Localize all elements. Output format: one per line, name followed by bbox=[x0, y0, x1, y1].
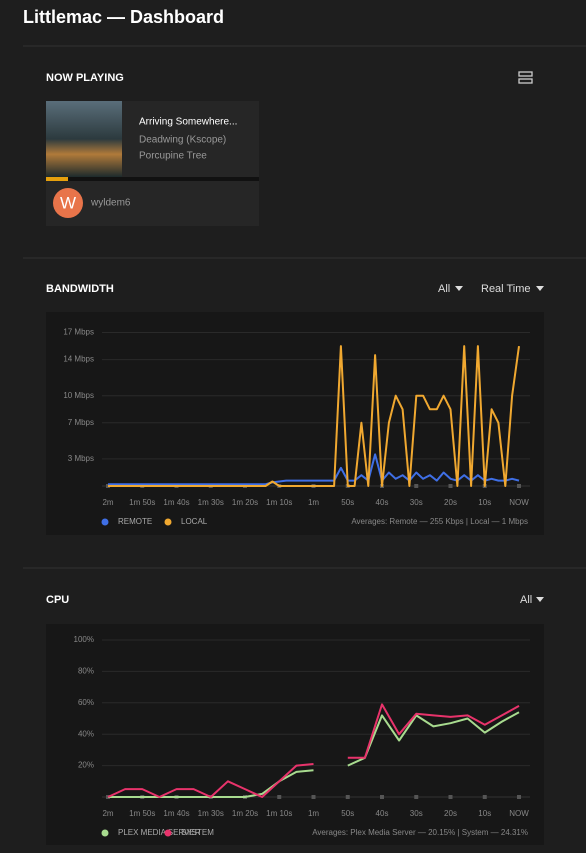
y-tick-label: 3 Mbps bbox=[68, 454, 94, 463]
x-tick bbox=[380, 795, 384, 799]
x-tick-label: 1m bbox=[308, 498, 319, 507]
x-tick-label: 10s bbox=[478, 498, 491, 507]
x-tick-label: 1m 40s bbox=[163, 498, 189, 507]
x-tick-label: 30s bbox=[410, 498, 423, 507]
x-tick-label: 20s bbox=[444, 809, 457, 818]
album: Deadwing (Kscope) bbox=[139, 135, 226, 146]
legend-dot bbox=[101, 518, 109, 526]
section-heading: NOW PLAYING bbox=[46, 72, 124, 84]
legend-label: PLEX MEDIA SERVER bbox=[118, 828, 201, 837]
progress-track bbox=[46, 177, 259, 181]
menu-icon[interactable] bbox=[518, 71, 533, 84]
x-tick bbox=[414, 795, 419, 799]
x-tick-label: 2m bbox=[102, 809, 113, 818]
x-tick-label: 1m 20s bbox=[232, 809, 258, 818]
now-playing-card[interactable]: Arriving Somewhere... Deadwing (Kscope) … bbox=[46, 101, 259, 226]
legend-label: REMOTE bbox=[118, 517, 152, 526]
x-tick bbox=[517, 795, 521, 799]
x-tick-label: 50s bbox=[341, 498, 354, 507]
x-tick-label: 1m 10s bbox=[266, 498, 292, 507]
filter[interactable]: Real Time bbox=[481, 283, 531, 295]
section-heading: CPU bbox=[46, 594, 69, 606]
y-tick-label: 100% bbox=[74, 635, 94, 644]
x-tick bbox=[345, 795, 350, 799]
track-title: Arriving Somewhere... bbox=[139, 117, 237, 128]
x-tick-label: 40s bbox=[376, 498, 389, 507]
series-line bbox=[108, 453, 520, 486]
averages: Averages: Plex Media Server — 20.15% | S… bbox=[312, 828, 528, 837]
x-tick bbox=[448, 795, 453, 799]
x-tick-label: 1m bbox=[308, 809, 319, 818]
user-name: wyldem6 bbox=[90, 198, 131, 209]
avatar-initial: W bbox=[60, 193, 76, 212]
y-tick-label: 7 Mbps bbox=[68, 418, 94, 427]
x-tick-label: 30s bbox=[410, 809, 423, 818]
artist: Porcupine Tree bbox=[139, 151, 207, 162]
dropdown-arrow bbox=[536, 597, 544, 602]
y-tick-label: 10 Mbps bbox=[63, 391, 94, 400]
progress-bar bbox=[46, 177, 68, 181]
page-title: Littlemac — Dashboard bbox=[23, 7, 224, 27]
x-tick-label: NOW bbox=[509, 498, 529, 507]
dropdown-arrow bbox=[455, 286, 463, 291]
x-tick bbox=[517, 484, 521, 488]
x-tick bbox=[448, 484, 453, 488]
y-tick-label: 20% bbox=[78, 761, 94, 770]
dropdown-arrow bbox=[536, 286, 544, 291]
y-tick-label: 60% bbox=[78, 698, 94, 707]
x-tick-label: 1m 10s bbox=[266, 809, 292, 818]
x-tick bbox=[277, 795, 282, 799]
y-tick-label: 17 Mbps bbox=[63, 328, 94, 337]
x-tick-label: 1m 50s bbox=[129, 809, 155, 818]
x-tick bbox=[482, 795, 487, 799]
legend-label: SYSTEM bbox=[181, 828, 214, 837]
x-tick-label: 40s bbox=[376, 809, 389, 818]
x-tick bbox=[311, 795, 316, 799]
x-tick-label: 1m 30s bbox=[198, 498, 224, 507]
filter[interactable]: All bbox=[438, 283, 450, 295]
y-tick-label: 40% bbox=[78, 729, 94, 738]
x-tick-label: 1m 50s bbox=[129, 498, 155, 507]
x-tick-label: NOW bbox=[509, 809, 529, 818]
x-tick-label: 2m bbox=[102, 498, 113, 507]
legend-dot bbox=[164, 518, 172, 526]
avatar bbox=[53, 188, 83, 218]
legend-label: LOCAL bbox=[181, 517, 208, 526]
averages: Averages: Remote — 255 Kbps | Local — 1 … bbox=[351, 517, 528, 526]
legend-dot bbox=[164, 829, 172, 837]
chart-panel bbox=[46, 312, 544, 535]
x-tick-label: 1m 30s bbox=[198, 809, 224, 818]
x-tick-label: 1m 40s bbox=[163, 809, 189, 818]
series-line bbox=[107, 703, 520, 798]
y-tick-label: 14 Mbps bbox=[63, 355, 94, 364]
album-art bbox=[46, 101, 122, 177]
filter[interactable]: All bbox=[520, 594, 532, 606]
y-tick-label: 80% bbox=[78, 667, 94, 676]
x-tick-label: 20s bbox=[444, 498, 457, 507]
legend-dot bbox=[101, 829, 109, 837]
x-tick-label: 1m 20s bbox=[232, 498, 258, 507]
x-tick bbox=[414, 484, 419, 488]
series-line bbox=[108, 345, 520, 487]
section-heading: BANDWIDTH bbox=[46, 283, 114, 295]
x-tick-label: 10s bbox=[478, 809, 491, 818]
x-tick-label: 50s bbox=[341, 809, 354, 818]
